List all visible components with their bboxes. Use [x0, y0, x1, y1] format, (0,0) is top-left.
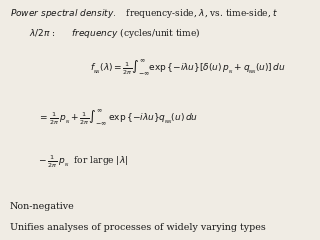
Text: Unifies analyses of processes of widely varying types: Unifies analyses of processes of widely … — [10, 223, 265, 232]
Text: $= \frac{1}{2\pi}\,p_{_N} + \frac{1}{2\pi}\int_{-\infty}^{\infty}\;\exp\{-i\lamb: $= \frac{1}{2\pi}\,p_{_N} + \frac{1}{2\p… — [38, 107, 199, 126]
Text: $\mathit{Power\ spectral\ density.}$   frequency-side, $\lambda$, vs. time-side,: $\mathit{Power\ spectral\ density.}$ fre… — [10, 7, 278, 20]
Text: Non-negative: Non-negative — [10, 202, 74, 211]
Text: $\lambda/2\pi$ :      $\mathit{frequency}$ (cycles/unit time): $\lambda/2\pi$ : $\mathit{frequency}$ (c… — [29, 26, 200, 40]
Text: $f_{_{N\!N}}(\lambda) = \frac{1}{2\pi}\int_{-\infty}^{\infty}\exp\{-i\lambda u\}: $f_{_{N\!N}}(\lambda) = \frac{1}{2\pi}\i… — [90, 58, 285, 77]
Text: $-\;\frac{1}{2\pi}\,p_{_N}$  for large $|\lambda|$: $-\;\frac{1}{2\pi}\,p_{_N}$ for large $|… — [38, 154, 129, 170]
